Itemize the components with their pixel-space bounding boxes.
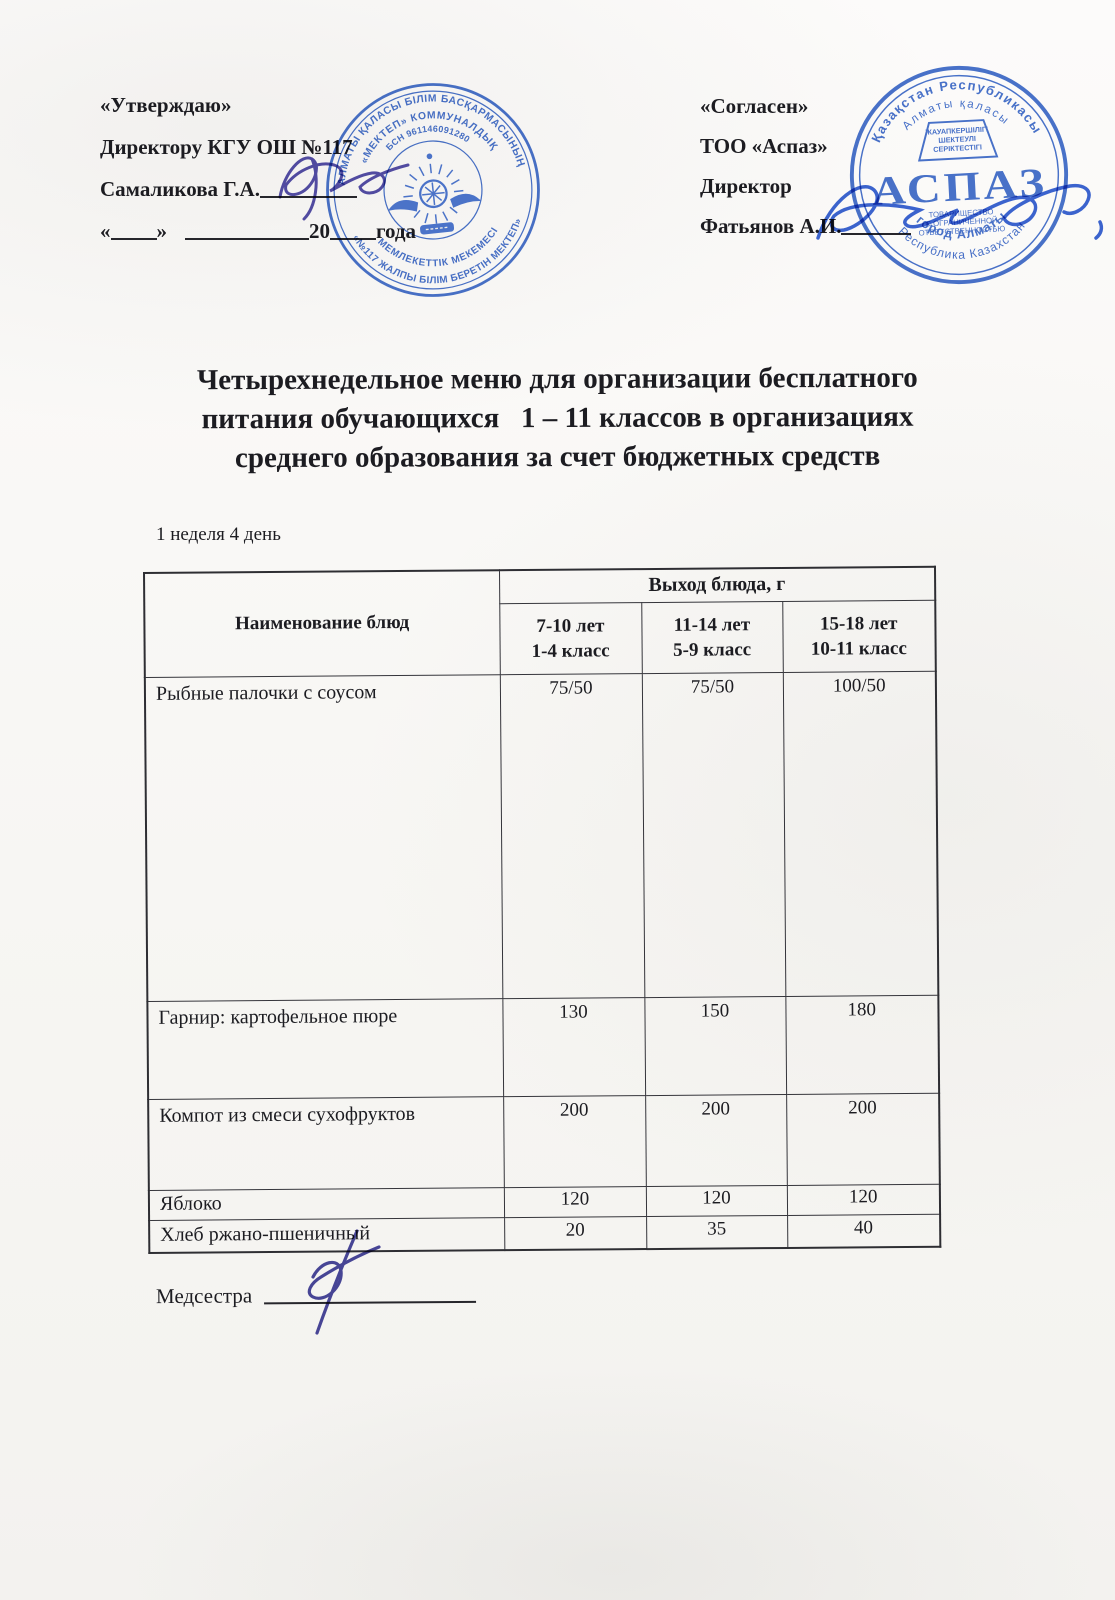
col-header-age-2: 11-14 лет 5-9 класс [641,600,783,674]
age-range: 11-14 лет [673,613,751,636]
title-line-2: питания обучающихся 1 – 11 классов в орг… [201,400,914,436]
signature-blank-line [841,231,912,235]
quote-close: » [156,219,168,243]
col-header-dish-name: Наименование блюд [144,570,500,677]
svg-text:Алматы қаласы: Алматы қаласы [899,94,1013,133]
svg-text:город Алматы: город Алматы [913,208,1010,244]
quote-open: « [100,219,111,243]
approve-label: «Утверждаю» [100,93,232,117]
portion-cell: 100/50 [782,670,939,996]
nurse-signature-line: Медсестра [155,1282,477,1309]
dish-name-cell: Компот из смеси сухофруктов [148,1096,504,1190]
stamp-llp-line3: СЕРІКТЕСТІГІ [933,142,982,154]
dish-name-cell: Рыбные палочки с соусом [144,674,503,1001]
portion-cell: 200 [786,1092,940,1185]
col-header-output: Выход блюда, г [498,566,936,604]
portion-cell: 75/50 [641,671,786,998]
portion-cell: 150 [644,995,787,1096]
stamp-country-bottom-text: Республика Казахстан [895,218,1030,265]
stamp-llp-ru-line2: С ОГРАНИЧЕННОЙ [925,216,998,229]
portion-cell: 180 [785,994,940,1094]
stamp-llp-line1: ЖАУАПКЕРШІЛІГІ [924,125,988,137]
grade-range: 1-4 класс [531,639,610,662]
portion-cell: 40 [787,1213,941,1248]
stamp-llp-ru-line3: ОТВЕТСТВЕННОСТЬЮ [918,224,1005,238]
addressee-line: Директору КГУ ОШ №117 [100,135,353,159]
svg-text:Республика Казахстан: Республика Казахстан [895,218,1030,265]
portion-cell: 200 [645,1093,787,1187]
portion-cell: 200 [503,1095,646,1188]
col-header-age-3: 15-18 лет 10-11 класс [782,599,936,672]
nurse-label: Медсестра [155,1283,253,1309]
stamp-city-top-text: Алматы қаласы [899,94,1013,133]
document-title: Четырехнедельное меню для организации бе… [0,358,1115,479]
grade-range: 10-11 класс [810,637,907,660]
principal-name-line: Самаликова Г.А. [100,168,416,210]
col-header-age-1: 7-10 лет 1-4 класс [499,602,642,675]
agree-label: «Согласен» [700,94,809,118]
title-line-3: среднего образования за счет бюджетных с… [234,439,881,475]
portion-cell: 120 [503,1186,647,1218]
date-year-blank [330,236,376,240]
menu-row: Компот из смеси сухофруктов 200 200 200 [148,1092,940,1190]
signature-blank-line [259,194,357,198]
menu-table: Наименование блюд Выход блюда, г 7-10 ле… [143,565,942,1254]
dish-name-cell: Хлеб ржано-пшеничный [149,1217,505,1253]
portion-cell: 120 [645,1184,788,1217]
portion-cell: 20 [504,1216,647,1251]
nurse-blank-line [264,1298,477,1305]
date-day-blank [110,236,157,240]
year-prefix: 20 [309,219,330,243]
director-name: Фатьянов А.И. [700,214,842,238]
role-line: Директор [700,174,792,198]
stamp-llp-ru-line1: ТОВАРИЩЕСТВО [928,207,993,219]
portion-cell: 75/50 [499,673,645,999]
grade-range: 5-9 класс [673,638,752,661]
org-line: ТОО «Аспаз» [700,134,828,158]
title-line-1: Четырехнедельное меню для организации бе… [196,361,918,397]
portion-cell: 35 [646,1214,788,1250]
director-name-line: Фатьянов А.И. [700,206,912,246]
dish-name-cell: Яблоко [148,1187,505,1220]
date-month-blank [185,236,309,240]
portion-cell: 130 [502,997,646,1097]
dish-name-cell: Гарнир: картофельное пюре [147,998,504,1099]
menu-row: Гарнир: картофельное пюре 130 150 180 [147,994,940,1099]
date-line: « » 20 года [100,210,416,252]
stamp-city-bottom-text: город Алматы [913,208,1010,244]
principal-name: Самаликова Г.А. [100,177,260,201]
week-day-label: 1 неделя 4 день [156,524,281,545]
age-range: 15-18 лет [819,612,898,635]
approval-block-right: «Согласен» ТОО «Аспаз» Директор Фатьянов… [700,86,912,246]
menu-row: Хлеб ржано-пшеничный 20 35 40 [149,1213,941,1253]
year-word: года [376,219,417,243]
portion-cell: 120 [786,1183,941,1215]
menu-row: Рыбные палочки с соусом 75/50 75/50 100/… [144,670,939,1001]
age-range: 7-10 лет [536,614,605,637]
stamp-llp-line2: ШЕКТЕУЛІ [938,134,976,145]
approval-block-left: «Утверждаю» Директору КГУ ОШ №117 Самали… [100,84,416,252]
